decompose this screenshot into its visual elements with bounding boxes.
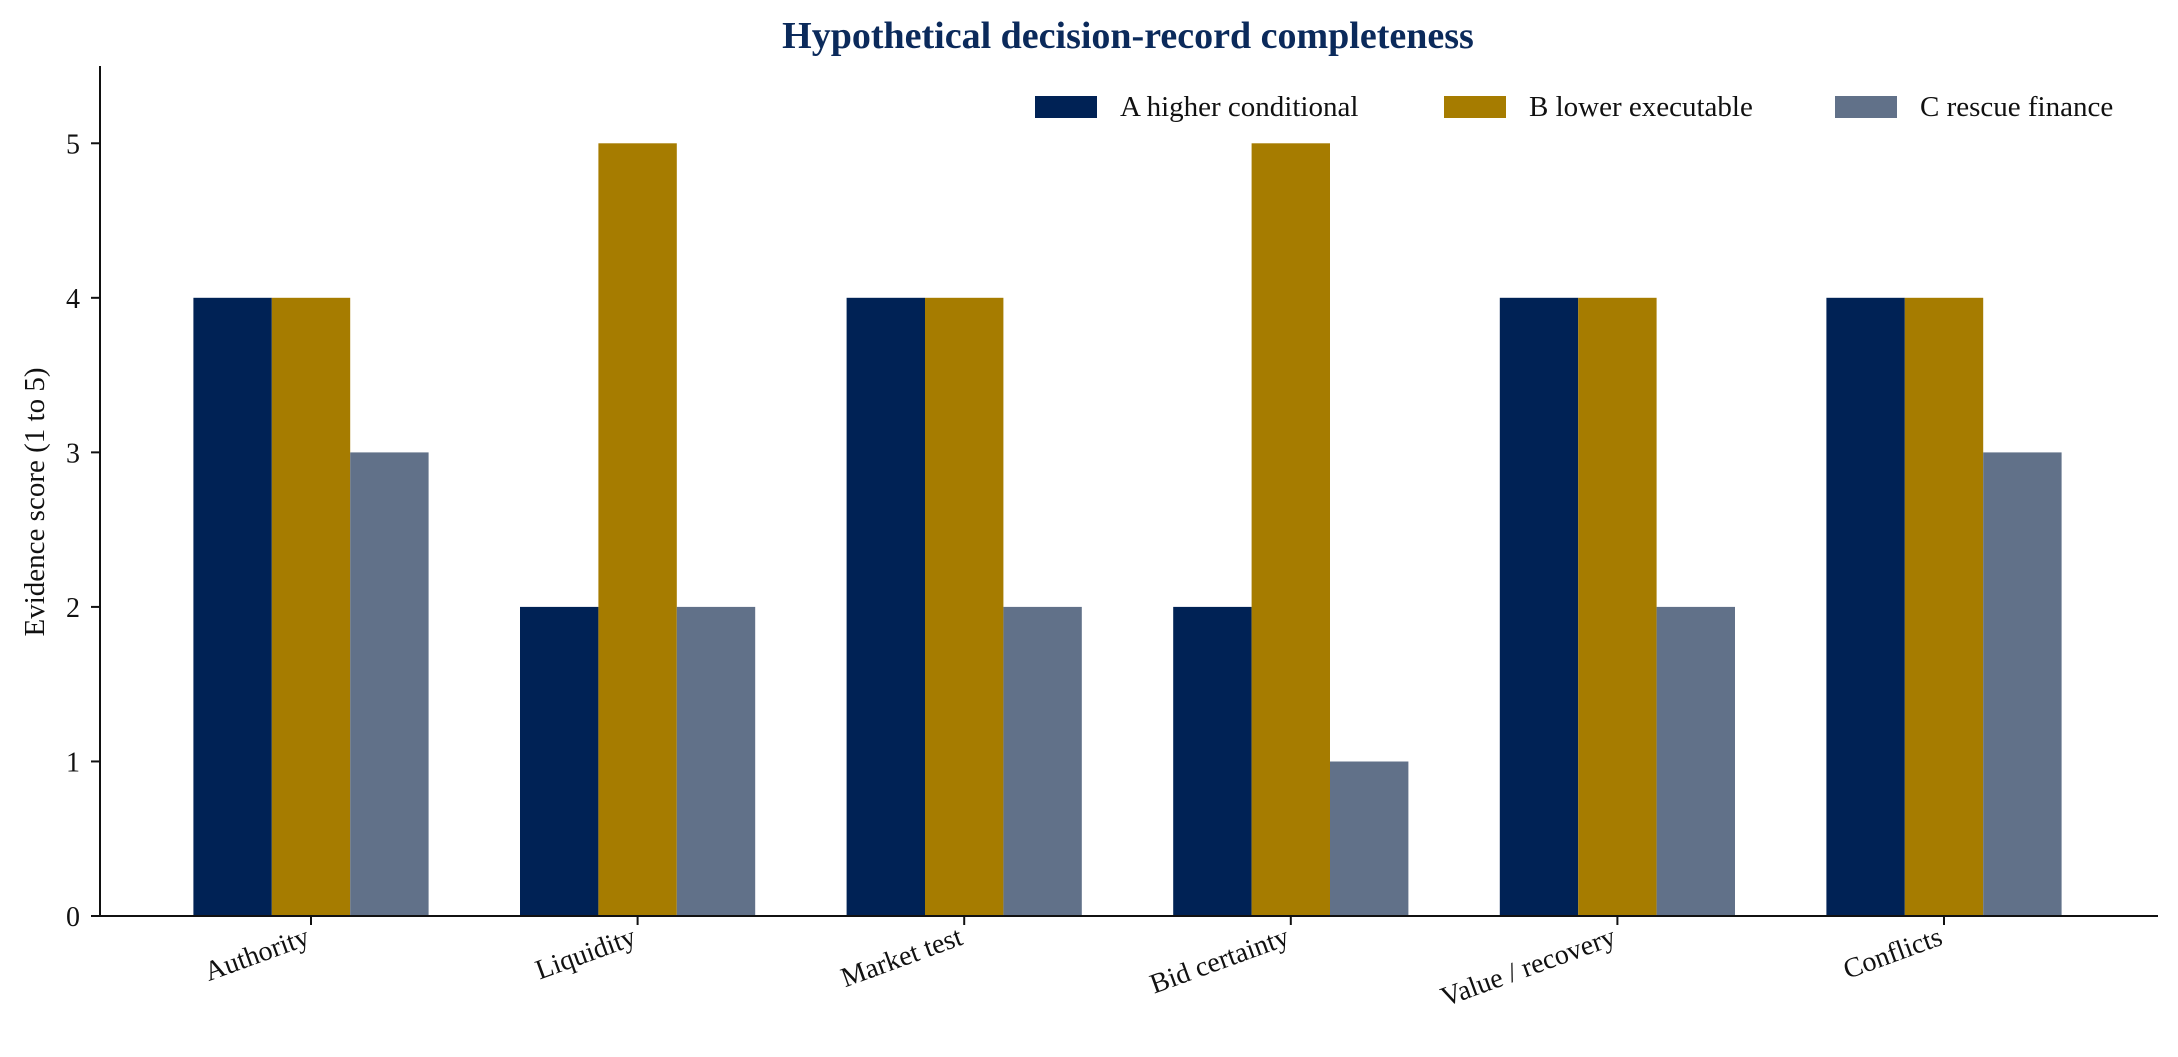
bar-1-6 [1826, 297, 1905, 916]
bar-3-1 [350, 452, 429, 916]
bar-1-1 [193, 297, 272, 916]
x-tick-label: Market test [837, 921, 967, 994]
y-tick-label: 4 [66, 284, 80, 315]
bar-2-5 [1578, 297, 1657, 916]
bar-3-4 [1330, 761, 1409, 916]
y-tick-label: 2 [66, 593, 80, 624]
bar-3-2 [676, 606, 756, 916]
bar-3-3 [1003, 606, 1082, 916]
x-tick-label: Authority [200, 921, 313, 987]
x-tick-label: Bid certainty [1146, 921, 1293, 1000]
legend-swatch-1 [1035, 96, 1097, 118]
legend-swatch-3 [1835, 96, 1897, 118]
bar-1-2 [520, 606, 599, 916]
y-tick-label: 3 [66, 438, 80, 469]
legend: A higher conditional B lower executable C … [1035, 91, 2113, 123]
bar-2-3 [925, 297, 1004, 916]
bar-2-2 [598, 143, 677, 917]
bar-1-3 [846, 297, 925, 916]
y-tick-label: 1 [66, 747, 80, 778]
y-tick-label: 0 [66, 902, 80, 933]
legend-swatch-2 [1444, 96, 1506, 118]
bar-2-6 [1904, 297, 1984, 916]
x-tick-label: Conflicts [1839, 921, 1946, 985]
y-tick-label: 5 [66, 129, 80, 160]
bar-1-5 [1499, 297, 1579, 916]
y-axis-label: Evidence score (1 to 5) [19, 368, 51, 637]
legend-label-1: A higher conditional [1120, 91, 1358, 123]
bar-3-5 [1656, 606, 1735, 916]
bar-1-4 [1173, 606, 1252, 916]
legend-label-3: C rescue finance [1920, 91, 2113, 123]
legend-label-2: B lower executable [1529, 91, 1753, 123]
chart-title: Hypothetical decision-record completenes… [782, 15, 1474, 57]
bars-layer [193, 143, 2062, 917]
bar-2-4 [1251, 143, 1330, 917]
bar-3-6 [1983, 452, 2062, 916]
bar-2-1 [271, 297, 351, 916]
x-tick-label: Value / recovery [1437, 921, 1620, 1013]
x-tick-label: Liquidity [531, 921, 640, 986]
